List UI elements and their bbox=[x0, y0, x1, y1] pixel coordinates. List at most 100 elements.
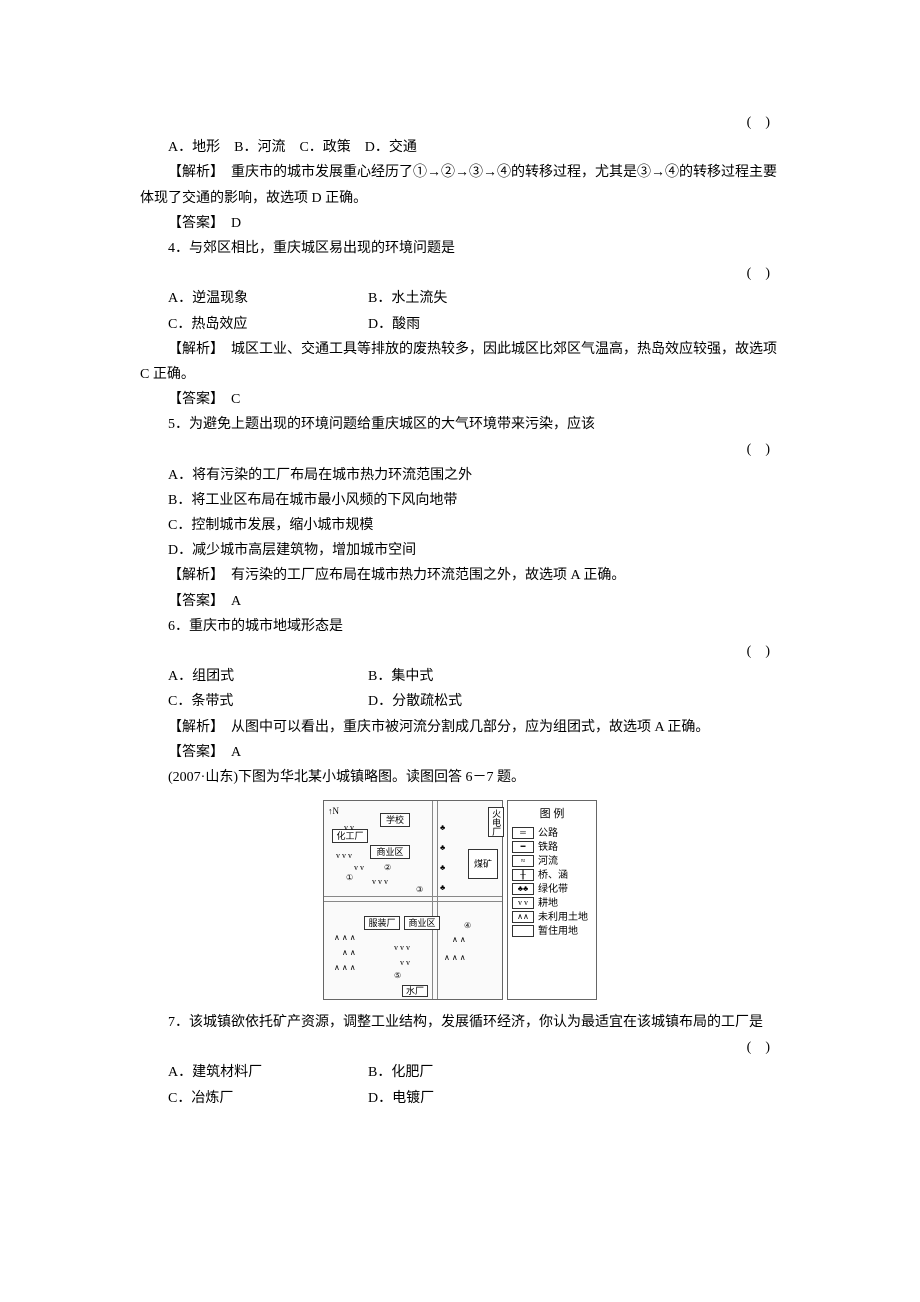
q7-optC: C．冶炼厂 bbox=[168, 1086, 368, 1111]
paren-mark-q6: ( ) bbox=[140, 639, 780, 664]
legend-item: ═ 公路 bbox=[512, 827, 592, 840]
legend-label: 公路 bbox=[538, 827, 558, 840]
q6-options-row1: A．组团式 B．集中式 bbox=[140, 664, 780, 689]
legend-item: ≈ 河流 bbox=[512, 855, 592, 868]
paren-mark-q5: ( ) bbox=[140, 437, 780, 462]
q4-optC: C．热岛效应 bbox=[168, 312, 368, 337]
legend-sym-bridge: ╫ bbox=[512, 869, 534, 881]
water-plant-label: 水厂 bbox=[402, 985, 428, 997]
tree-icon: ♣ bbox=[440, 841, 445, 855]
school-label: 学校 bbox=[380, 813, 410, 827]
legend-item: ━ 铁路 bbox=[512, 841, 592, 854]
map-figure: ↑N 学校 化工厂 商业区 火电厂 煤矿 服装厂 商业区 水厂 ① ② ③ ④ … bbox=[140, 800, 780, 1000]
answer-label: 【答案】 bbox=[168, 594, 217, 609]
q5-answer: 【答案】 A bbox=[140, 589, 780, 614]
legend-sym-greenbelt: ♣♣ bbox=[512, 883, 534, 895]
q4-optD: D．酸雨 bbox=[368, 312, 780, 337]
legend-item: 暂住用地 bbox=[512, 925, 592, 938]
legend-label: 铁路 bbox=[538, 841, 558, 854]
q7-options-row2: C．冶炼厂 D．电镀厂 bbox=[140, 1086, 780, 1111]
q6-optD: D．分散疏松式 bbox=[368, 689, 780, 714]
commercial-label: 商业区 bbox=[370, 845, 410, 859]
veg-icon: v v v bbox=[372, 875, 388, 889]
circled-3: ③ bbox=[416, 883, 423, 897]
q5-stem: 5．为避免上题出现的环境问题给重庆城区的大气环境带来污染，应该 bbox=[140, 412, 780, 437]
q7-optB: B．化肥厂 bbox=[368, 1060, 780, 1085]
legend-item: ╫ 桥、涵 bbox=[512, 869, 592, 882]
answer-label: 【答案】 bbox=[168, 216, 217, 231]
legend-sym-unused: ∧∧ bbox=[512, 911, 534, 923]
q5-optB: B．将工业区布局在城市最小风频的下风向地带 bbox=[140, 488, 780, 513]
q5-optD: D．减少城市高层建筑物，增加城市空间 bbox=[140, 538, 780, 563]
veg-icon: v v bbox=[344, 821, 354, 835]
q5-analysis-text: 有污染的工厂应布局在城市热力环流范围之外，故选项 A 正确。 bbox=[217, 568, 625, 583]
fire-plant-label: 火电厂 bbox=[488, 807, 504, 837]
legend-sym-river: ≈ bbox=[512, 855, 534, 867]
q3-options: A．地形 B．河流 C．政策 D．交通 bbox=[140, 135, 780, 160]
q4-optB: B．水土流失 bbox=[368, 286, 780, 311]
q4-stem: 4．与郊区相比，重庆城区易出现的环境问题是 bbox=[140, 236, 780, 261]
tree-icon: ♣ bbox=[440, 881, 445, 895]
veg-icon: v v bbox=[354, 861, 364, 875]
legend-label: 桥、涵 bbox=[538, 869, 568, 882]
q7-options-row1: A．建筑材料厂 B．化肥厂 bbox=[140, 1060, 780, 1085]
veg-icon: v v bbox=[400, 956, 410, 970]
analysis-label: 【解析】 bbox=[168, 720, 217, 735]
legend-sym-temp bbox=[512, 925, 534, 937]
q6-answer: 【答案】 A bbox=[140, 740, 780, 765]
q6-optB: B．集中式 bbox=[368, 664, 780, 689]
analysis-label: 【解析】 bbox=[168, 165, 217, 180]
legend-sym-rail: ━ bbox=[512, 841, 534, 853]
circled-4: ④ bbox=[464, 919, 471, 933]
circled-2: ② bbox=[384, 861, 391, 875]
q3-analysis: 【解析】 重庆市的城市发展重心经历了①→②→③→④的转移过程，尤其是③→④的转移… bbox=[140, 160, 780, 210]
circled-5: ⑤ bbox=[394, 969, 401, 983]
legend-item: v v耕地 bbox=[512, 897, 592, 910]
q4-analysis-text: 城区工业、交通工具等排放的废热较多，因此城区比郊区气温高，热岛效应较强，故选项 … bbox=[140, 342, 777, 382]
tree-icon: ♣ bbox=[440, 821, 445, 835]
legend-label: 河流 bbox=[538, 855, 558, 868]
unused-icon: ∧ ∧ ∧ bbox=[334, 961, 356, 975]
q4-optA: A．逆温现象 bbox=[168, 286, 368, 311]
veg-icon: v v v bbox=[394, 941, 410, 955]
unused-icon: ∧ ∧ ∧ bbox=[334, 931, 356, 945]
legend-label: 暂住用地 bbox=[538, 925, 578, 938]
q7-stem: 7．该城镇欲依托矿产资源，调整工业结构，发展循环经济，你认为最适宜在该城镇布局的… bbox=[140, 1010, 780, 1035]
q4-answer: 【答案】 C bbox=[140, 387, 780, 412]
legend-sym-farmland: v v bbox=[512, 897, 534, 909]
q6-answer-text: A bbox=[217, 745, 241, 760]
legend-item: ♣♣ 绿化带 bbox=[512, 883, 592, 896]
clothing-label: 服装厂 bbox=[364, 916, 400, 930]
q5-optA: A．将有污染的工厂布局在城市热力环流范围之外 bbox=[140, 463, 780, 488]
q6-optA: A．组团式 bbox=[168, 664, 368, 689]
q5-answer-text: A bbox=[217, 594, 241, 609]
q4-analysis: 【解析】 城区工业、交通工具等排放的废热较多，因此城区比郊区气温高，热岛效应较强… bbox=[140, 337, 780, 387]
q4-options-row2: C．热岛效应 D．酸雨 bbox=[140, 312, 780, 337]
analysis-label: 【解析】 bbox=[168, 342, 217, 357]
legend-box: 图 例 ═ 公路 ━ 铁路 ≈ 河流 ╫ 桥、涵 ♣♣ 绿化带 v v耕地 ∧∧ 未利用土地… bbox=[507, 800, 597, 1000]
q4-answer-text: C bbox=[217, 392, 240, 407]
q6-optC: C．条带式 bbox=[168, 689, 368, 714]
legend-sym-road: ═ bbox=[512, 827, 534, 839]
paren-mark-q3: ( ) bbox=[140, 110, 780, 135]
q6-analysis: 【解析】 从图中可以看出，重庆市被河流分割成几部分，应为组团式，故选项 A 正确… bbox=[140, 715, 780, 740]
tree-icon: ♣ bbox=[440, 861, 445, 875]
intro-67: (2007·山东)下图为华北某小城镇略图。读图回答 6－7 题。 bbox=[140, 765, 780, 790]
analysis-label: 【解析】 bbox=[168, 568, 217, 583]
veg-icon: v v v bbox=[336, 849, 352, 863]
unused-icon: ∧ ∧ bbox=[342, 946, 356, 960]
north-indicator: ↑N bbox=[328, 803, 339, 819]
legend-title: 图 例 bbox=[512, 805, 592, 825]
q6-stem: 6．重庆市的城市地域形态是 bbox=[140, 614, 780, 639]
q5-analysis: 【解析】 有污染的工厂应布局在城市热力环流范围之外，故选项 A 正确。 bbox=[140, 563, 780, 588]
unused-icon: ∧ ∧ bbox=[452, 933, 466, 947]
q7-optA: A．建筑材料厂 bbox=[168, 1060, 368, 1085]
legend-label: 绿化带 bbox=[538, 883, 568, 896]
legend-label: 未利用土地 bbox=[538, 911, 588, 924]
paren-mark-q7: ( ) bbox=[140, 1035, 780, 1060]
q3-answer: 【答案】 D bbox=[140, 211, 780, 236]
q7-optD: D．电镀厂 bbox=[368, 1086, 780, 1111]
map-box: ↑N 学校 化工厂 商业区 火电厂 煤矿 服装厂 商业区 水厂 ① ② ③ ④ … bbox=[323, 800, 503, 1000]
commercial2-label: 商业区 bbox=[404, 916, 440, 930]
circled-1: ① bbox=[346, 871, 353, 885]
